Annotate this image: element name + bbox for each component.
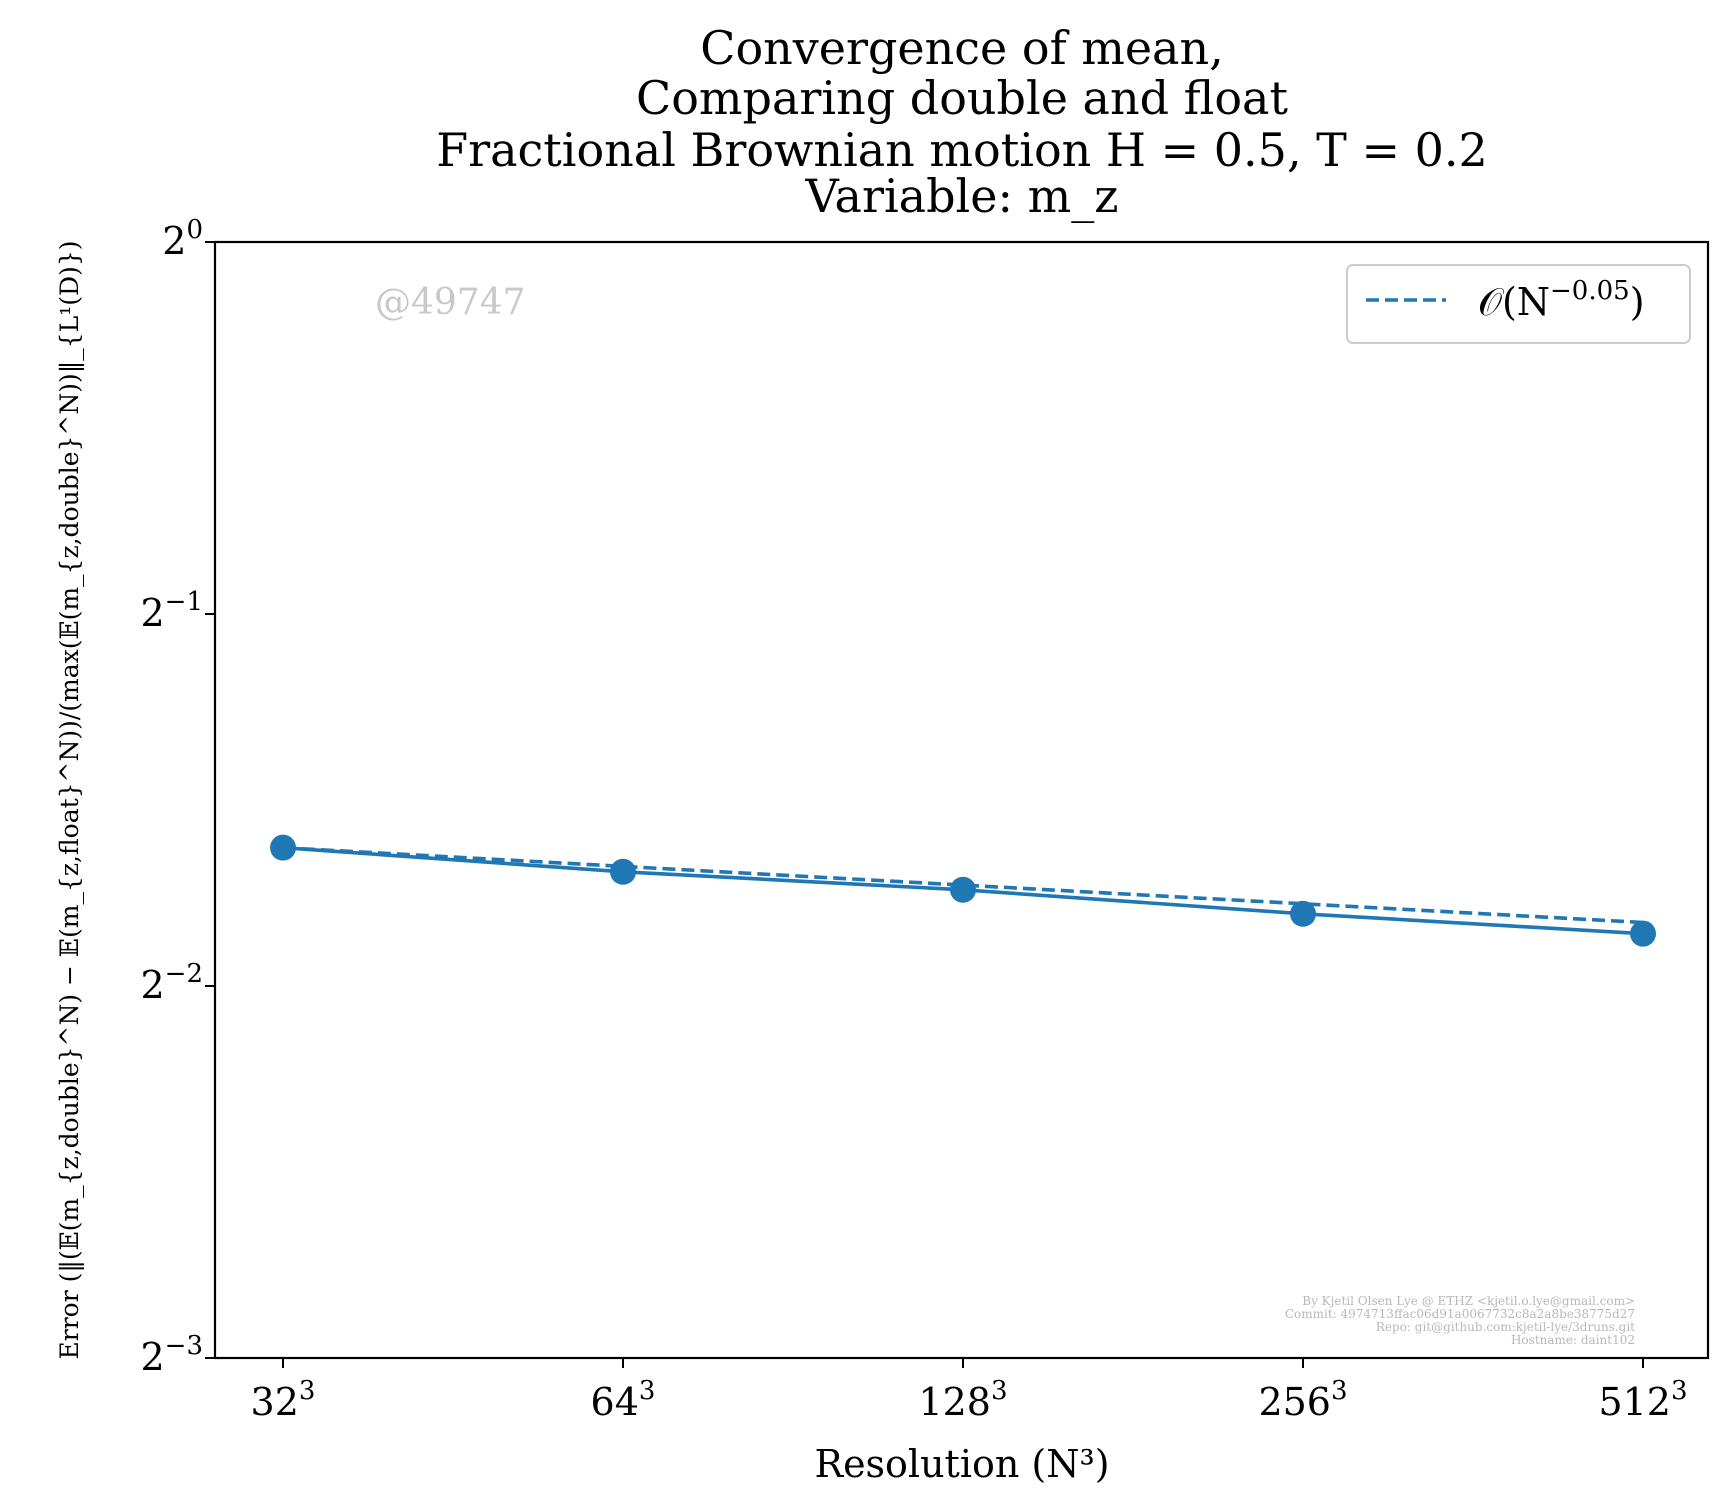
credit-line-commit: Commit: 4974713ffac06d91a0067732c8a2a8be… [1285,1307,1635,1321]
title-line-3: Fractional Brownian motion H = 0.5, T = … [436,123,1488,177]
watermark-text: @49747 [375,282,526,323]
legend-label-exponent: −0.05 [1550,276,1630,306]
error-point [1290,900,1316,927]
plot-area-frame [213,240,1710,1360]
y-axis-ticks: 2−3 2−2 2−1 20 [140,215,215,1379]
credit-line-author: By Kjetil Olsen Lye @ ETHZ <kjetil.o.lye… [1302,1294,1635,1308]
legend-label-prefix: 𝒪(N [1478,280,1550,324]
title-line-2: Comparing double and float [636,71,1288,125]
x-tick-label: 643 [591,1376,656,1424]
credit-line-repo: Repo: git@github.com:kjetil-lye/3druns.g… [1376,1320,1635,1334]
title-line-1: Convergence of mean, [700,21,1223,75]
legend: 𝒪(N−0.05) [1346,264,1691,344]
credits-block: By Kjetil Olsen Lye @ ETHZ <kjetil.o.lye… [1285,1294,1635,1347]
error-point [270,834,296,861]
series-layer [270,834,1656,947]
x-tick-label: 323 [251,1376,316,1424]
x-tick-label: 1283 [918,1376,1007,1424]
error-point [610,858,636,885]
legend-label: 𝒪(N−0.05) [1478,276,1645,324]
x-axis-ticks: 323 643 1283 2563 5123 [251,1358,1688,1424]
chart-title: Convergence of mean, Comparing double an… [436,21,1488,223]
y-tick-label: 2−2 [140,959,203,1007]
x-tick-label: 2563 [1258,1376,1347,1424]
y-tick-label: 20 [162,215,203,263]
x-axis-label: Resolution (N³) [814,1442,1109,1486]
y-tick-label: 2−3 [140,1331,203,1379]
y-axis-label: Error (‖(𝔼(m_{z,double}^N) − 𝔼(m_{z,floa… [55,241,85,1360]
error-point [1630,920,1656,947]
legend-label-suffix: ) [1630,280,1645,324]
error-point [950,876,976,903]
y-tick-label: 2−1 [140,587,203,635]
credit-line-hostname: Hostname: daint102 [1511,1333,1635,1347]
x-tick-label: 5123 [1598,1376,1687,1424]
title-line-4: Variable: m_z [805,169,1119,223]
legend-box [1346,264,1691,344]
